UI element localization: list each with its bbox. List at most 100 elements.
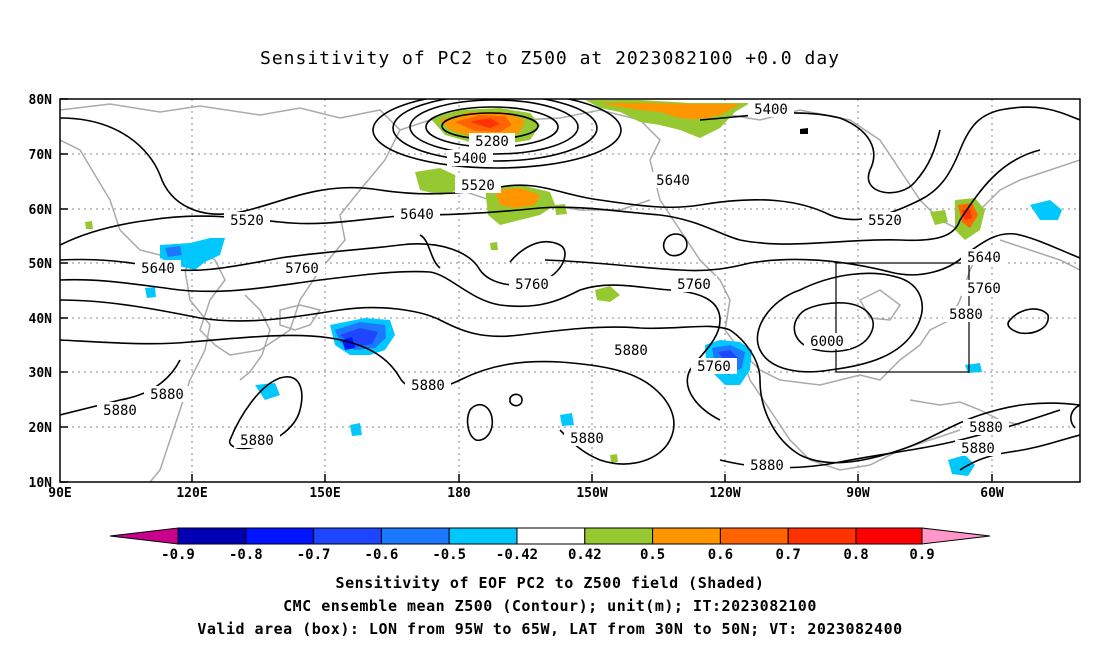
colorbar-cell xyxy=(380,527,450,545)
colorbar-label: -0.9 xyxy=(161,547,195,563)
lat-label: 50N xyxy=(29,257,53,272)
contour-label-text: 6000 xyxy=(810,334,844,350)
contour-label: 5760 xyxy=(509,276,555,293)
colorbar: -0.9 -0.8 -0.7 -0.6 -0.5 -0.42 0.42 0.5 … xyxy=(109,527,991,563)
colorbar-cell xyxy=(516,527,586,545)
lat-label: 10N xyxy=(29,476,53,491)
colorbar-cell xyxy=(921,527,991,545)
contour-label-text: 5880 xyxy=(750,458,784,474)
colorbar-label: -0.5 xyxy=(432,547,466,563)
contour-labels: 5400 5280 5400 5520 5640 5640 5520 5640 xyxy=(97,101,1009,474)
contour-label: 5880 xyxy=(744,457,790,474)
lat-label: 80N xyxy=(29,93,53,108)
lat-label: 40N xyxy=(29,312,53,327)
colorbar-label: 0.9 xyxy=(909,547,934,563)
contour-label-text: 5880 xyxy=(103,403,137,419)
contour-label: 5880 xyxy=(97,402,143,419)
colorbar-cell xyxy=(109,527,179,545)
colorbar-cell xyxy=(652,527,721,545)
contour-label: 5880 xyxy=(234,432,280,449)
colorbar-label: 0.6 xyxy=(708,547,733,563)
contour-label: 5880 xyxy=(405,377,451,394)
tick-marks xyxy=(60,98,993,483)
contour-label-text: 5760 xyxy=(515,277,549,293)
colorbar-cell xyxy=(787,527,857,545)
contour-label: 5640 xyxy=(135,260,181,277)
colorbar-label: -0.8 xyxy=(229,547,263,563)
contour-label-text: 5520 xyxy=(868,213,902,229)
colorbar-cell xyxy=(313,527,382,545)
lon-label: 120W xyxy=(709,486,740,501)
lon-label: 150E xyxy=(309,486,340,501)
contour-label: 5880 xyxy=(564,430,610,447)
contour-label-text: 5400 xyxy=(453,151,487,167)
map-frame xyxy=(59,98,1081,483)
contour-label: 5880 xyxy=(963,419,1009,436)
latitude-axis: 80N 70N 60N 50N 40N 30N 20N 10N xyxy=(29,93,53,491)
shaded-sensitivity xyxy=(85,100,1062,476)
contour-label-text: 5880 xyxy=(961,441,995,457)
contour-label-text: 5520 xyxy=(461,178,495,194)
lat-label: 70N xyxy=(29,148,53,163)
colorbar-label: -0.7 xyxy=(297,547,331,563)
colorbar-label: 0.5 xyxy=(640,547,665,563)
contour-label-text: 5280 xyxy=(475,134,509,150)
contour-label: 5760 xyxy=(279,260,325,277)
colorbar-cell xyxy=(855,527,923,545)
contour-label: 6000 xyxy=(804,333,850,350)
colorbar-label: 0.8 xyxy=(843,547,868,563)
contour-label-text: 5640 xyxy=(656,173,690,189)
contour-label-text: 5880 xyxy=(411,378,445,394)
contour-label-text: 5640 xyxy=(141,261,175,277)
contour-label: 5760 xyxy=(691,358,737,375)
colorbar-cell xyxy=(719,527,789,545)
colorbar-cell xyxy=(448,527,518,545)
caption-line-1: Sensitivity of EOF PC2 to Z500 field (Sh… xyxy=(335,574,765,592)
contour-label: 5400 xyxy=(748,101,794,118)
contour-label-text: 5760 xyxy=(697,359,731,375)
lon-label: 180 xyxy=(447,486,471,501)
lon-label: 90W xyxy=(846,486,870,501)
lon-label: 120E xyxy=(176,486,207,501)
contour-label: 5520 xyxy=(224,212,270,229)
contour-label: 5880 xyxy=(943,306,989,323)
contour-label: 5520 xyxy=(455,177,501,194)
lat-label: 30N xyxy=(29,366,53,381)
contour-label: 5640 xyxy=(394,206,440,223)
contour-label: 5880 xyxy=(955,440,1001,457)
contour-label: 5760 xyxy=(961,280,1007,297)
contour-label-text: 5880 xyxy=(150,387,184,403)
map-title: Sensitivity of PC2 to Z500 at 2023082100… xyxy=(259,48,840,69)
colorbar-label: -0.6 xyxy=(365,547,399,563)
contour-label-text: 5640 xyxy=(400,207,434,223)
contour-label: 5640 xyxy=(650,172,696,189)
caption-line-2: CMC ensemble mean Z500 (Contour); unit(m… xyxy=(283,597,817,615)
contour-label: 5880 xyxy=(144,386,190,403)
colorbar-cell xyxy=(177,527,247,545)
contour-label-text: 5760 xyxy=(967,281,1001,297)
contour-label: 5280 xyxy=(469,133,515,150)
caption-line-3: Valid area (box): LON from 95W to 65W, L… xyxy=(197,620,903,638)
contour-label-text: 5880 xyxy=(570,431,604,447)
longitude-axis: 90E 120E 150E 180 150W 120W 90W 60W xyxy=(48,486,1004,501)
contour-label: 5880 xyxy=(608,342,654,359)
colorbar-label: -0.42 xyxy=(496,547,538,563)
contour-label-text: 5880 xyxy=(240,433,274,449)
contour-label: 5760 xyxy=(671,276,717,293)
lon-label: 60W xyxy=(980,486,1004,501)
lat-label: 60N xyxy=(29,203,53,218)
contour-label-text: 5880 xyxy=(949,307,983,323)
contour-label-text: 5400 xyxy=(754,102,788,118)
lon-label: 90E xyxy=(48,486,71,501)
colorbar-label: 0.42 xyxy=(568,547,602,563)
lon-label: 150W xyxy=(576,486,607,501)
contour-label-text: 5880 xyxy=(969,420,1003,436)
colorbar-cell xyxy=(245,527,315,545)
contour-label: 5640 xyxy=(961,249,1007,266)
contour-label-text: 5760 xyxy=(677,277,711,293)
contour-label-text: 5640 xyxy=(967,250,1001,266)
colorbar-cell xyxy=(584,527,654,545)
contour-label-text: 5880 xyxy=(614,343,648,359)
lat-label: 20N xyxy=(29,421,53,436)
contour-label: 5520 xyxy=(862,212,908,229)
